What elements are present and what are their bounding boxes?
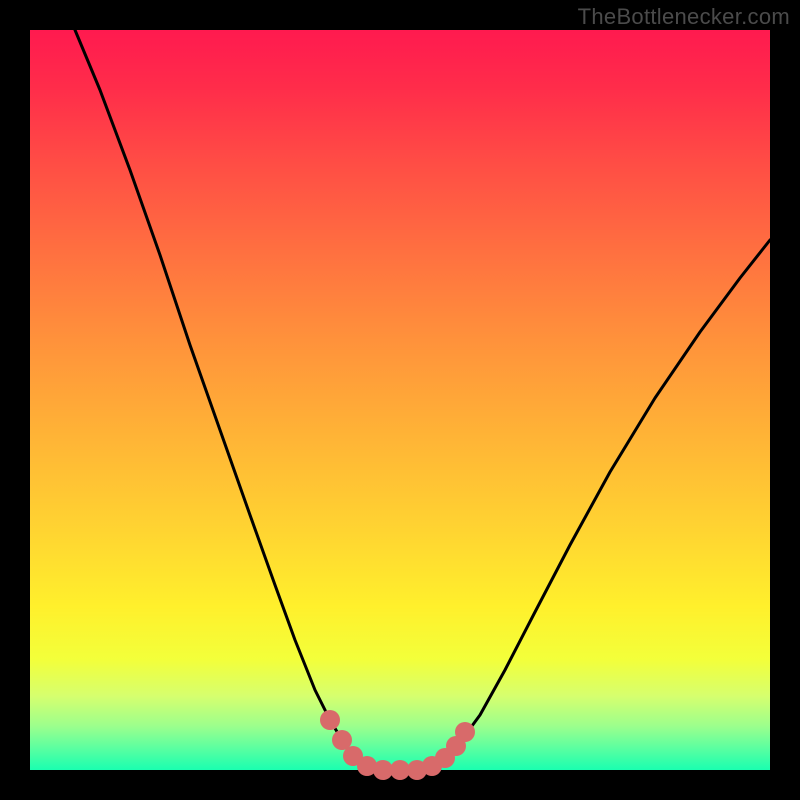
chart-frame: TheBottlenecker.com: [0, 0, 800, 800]
gradient-background-panel: [30, 30, 770, 770]
watermark-text: TheBottlenecker.com: [578, 4, 790, 30]
